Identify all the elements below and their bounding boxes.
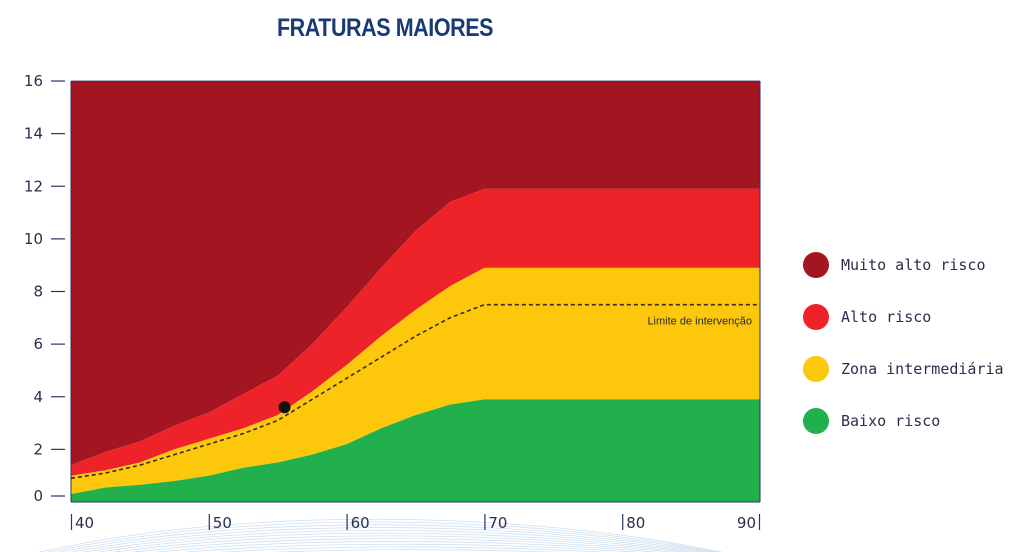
- area-zona-intermedi-ria: [71, 267, 760, 495]
- legend-label: Alto risco: [841, 308, 932, 326]
- y-tick-label: 4: [33, 388, 43, 406]
- y-tick-label: 8: [33, 283, 43, 301]
- legend-item: Alto risco: [803, 304, 1004, 330]
- legend: Muito alto risco Alto risco Zona intermedi…: [803, 252, 1004, 460]
- decorative-wave-line: [154, 541, 660, 552]
- decorative-wave-line: [39, 518, 724, 552]
- area-baixo-risco: [71, 399, 760, 502]
- chart-title: FRATURAS MAIORES: [276, 14, 494, 42]
- y-tick-label: 10: [24, 230, 43, 248]
- legend-swatch: [803, 356, 829, 382]
- y-tick-label: 2: [33, 440, 43, 458]
- legend-item: Muito alto risco: [803, 252, 1004, 278]
- decorative-wave-line: [81, 529, 703, 552]
- y-tick-label: 16: [24, 72, 43, 90]
- legend-label: Zona intermediária: [841, 360, 1004, 378]
- decorative-wave-line: [69, 527, 710, 552]
- x-tick-label: 40: [75, 514, 94, 532]
- area-muito-alto-risco: [71, 81, 760, 466]
- marker-group: [278, 401, 291, 414]
- y-tick-label: 14: [24, 125, 43, 143]
- y-tick-label: 12: [24, 177, 43, 195]
- decorative-wave-line: [47, 521, 720, 552]
- area-series-group: [71, 81, 760, 502]
- y-tick-label: 6: [33, 335, 43, 353]
- threshold-group: Limite de intervenção: [70, 303, 760, 480]
- decorative-wave-line: [182, 543, 639, 552]
- decorative-wave-line: [57, 524, 715, 552]
- legend-swatch: [803, 304, 829, 330]
- threshold-label: Limite de intervenção: [647, 316, 752, 328]
- legend-swatch: [803, 252, 829, 278]
- axes-group: 0 2 4 6 8 10 12 14 16 40 50 60 70 80 90: [24, 72, 761, 532]
- x-tick-label: 70: [488, 514, 507, 532]
- area-alto-risco: [71, 188, 760, 476]
- data-point-marker: [278, 401, 291, 414]
- legend-item: Zona intermediária: [803, 356, 1004, 382]
- y-tick-label: 0: [33, 487, 43, 505]
- decorative-wave-line: [96, 532, 696, 552]
- legend-item: Baixo risco: [803, 408, 1004, 434]
- x-tick-label: 90: [737, 514, 756, 532]
- x-tick-label: 80: [626, 514, 645, 532]
- x-tick-label: 60: [351, 514, 370, 532]
- decorative-wave-lines: [39, 518, 724, 552]
- legend-swatch: [803, 408, 829, 434]
- decorative-wave-line: [131, 538, 675, 552]
- threshold-line: [70, 303, 760, 480]
- legend-label: Baixo risco: [841, 412, 941, 430]
- decorative-wave-line: [112, 535, 687, 552]
- legend-label: Muito alto risco: [841, 256, 986, 274]
- x-tick-label: 50: [213, 514, 232, 532]
